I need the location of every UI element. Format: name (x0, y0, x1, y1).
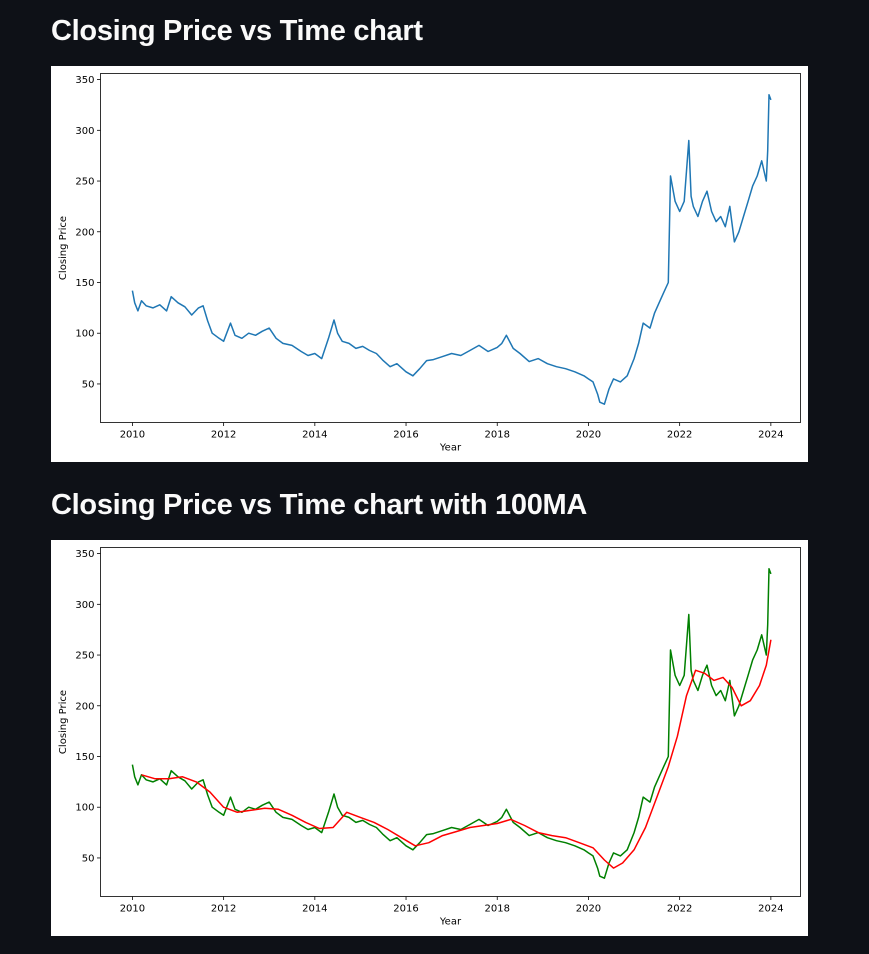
chart-1-y-axis-label: Closing Price (58, 216, 69, 280)
chart-2-x-tick-label: 2022 (667, 904, 692, 915)
chart-2-x-tick-label: 2018 (485, 904, 510, 915)
chart-1-y-tick-label: 100 (75, 329, 94, 340)
chart-2-y-tick-label: 50 (82, 853, 95, 864)
chart-2-axes-frame (100, 547, 801, 897)
chart-1-y-tick-label: 250 (75, 177, 94, 188)
chart-1-y-tick-label: 150 (75, 278, 94, 289)
chart-2-y-tick-label: 300 (75, 600, 94, 611)
chart-2-x-tick-label: 2012 (211, 904, 236, 915)
chart-2-figure: 2010 2012 2014 2016 2018 2020 2022 2024 50 100 150… (51, 540, 808, 936)
chart-1-x-tick-label: 2020 (576, 430, 601, 441)
chart-2-y-tick-label: 200 (75, 701, 94, 712)
chart-1-y-tick-label: 50 (82, 379, 95, 390)
chart-1-series-line-1 (131, 94, 772, 405)
chart-2-y-tick-label: 350 (75, 549, 94, 560)
chart-2-x-tick-label: 2010 (120, 904, 145, 915)
chart-2-series-line-1 (131, 568, 772, 879)
chart-1-x-tick-label: 2016 (393, 430, 418, 441)
chart-1-x-tick-label: 2022 (667, 430, 692, 441)
chart-2-y-tick-label: 250 (75, 651, 94, 662)
chart-2-title: Closing Price vs Time chart with 100MA (51, 489, 588, 521)
chart-2-x-tick-label: 2014 (302, 904, 327, 915)
chart-1-y-tick-label: 350 (75, 75, 94, 86)
chart-1-x-tick-label: 2024 (758, 430, 783, 441)
chart-2-x-tick-label: 2024 (758, 904, 783, 915)
chart-2-x-tick-label: 2020 (576, 904, 601, 915)
chart-1-title: Closing Price vs Time chart (51, 15, 423, 47)
chart-2-y-tick-label: 150 (75, 752, 94, 763)
chart-1-svg: 2010 2012 2014 2016 2018 2020 2022 2024 50 100 150… (58, 73, 801, 454)
chart-1-figure: 2010 2012 2014 2016 2018 2020 2022 2024 50 100 150… (51, 66, 808, 462)
chart-1-y-tick-label: 300 (75, 126, 94, 137)
chart-1-x-tick-label: 2010 (120, 430, 145, 441)
chart-2-x-axis-label: Year (439, 917, 462, 928)
chart-2-x-tick-label: 2016 (393, 904, 418, 915)
chart-1-y-tick-label: 200 (75, 227, 94, 238)
chart-2-svg: 2010 2012 2014 2016 2018 2020 2022 2024 50 100 150… (58, 547, 801, 928)
chart-1-axes-frame (100, 73, 801, 423)
chart-2-series-line-2 (141, 639, 772, 869)
chart-1-x-tick-label: 2018 (485, 430, 510, 441)
chart-1-x-tick-label: 2012 (211, 430, 236, 441)
chart-1-x-tick-label: 2014 (302, 430, 327, 441)
chart-2-y-tick-label: 100 (75, 803, 94, 814)
chart-2-y-axis-label: Closing Price (58, 690, 69, 754)
chart-1-x-axis-label: Year (439, 443, 462, 454)
